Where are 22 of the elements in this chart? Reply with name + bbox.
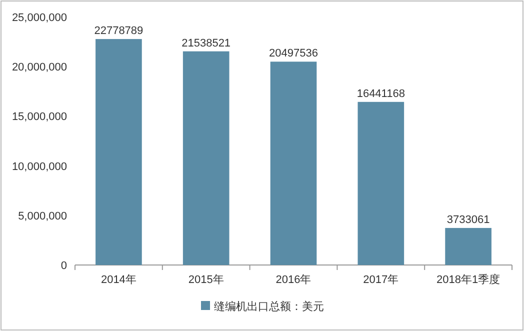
x-tick-label: 2014年 xyxy=(100,274,136,286)
y-tick-label: 25,000,000 xyxy=(12,12,67,24)
data-label: 20497536 xyxy=(269,48,318,60)
y-tick-label: 10,000,000 xyxy=(12,160,67,173)
y-tick-label: 20,000,000 xyxy=(12,62,67,74)
x-tick-label: 2015年 xyxy=(188,274,224,286)
x-tick-label: 2018年1季度 xyxy=(436,273,500,286)
data-label: 22778789 xyxy=(94,25,144,38)
bar xyxy=(270,62,317,265)
bar xyxy=(358,102,404,265)
y-tick-label: 0 xyxy=(60,260,67,272)
data-label: 21538521 xyxy=(182,37,231,50)
data-label: 16441168 xyxy=(356,88,405,100)
y-tick-label: 5,000,000 xyxy=(18,210,67,222)
data-label: 3733061 xyxy=(446,214,490,226)
legend-label: 缝编机出口总额：美元 xyxy=(214,300,324,313)
bar xyxy=(96,39,142,265)
bar xyxy=(182,51,230,265)
x-tick-label: 2017年 xyxy=(363,274,399,286)
y-tick-label: 15,000,000 xyxy=(12,111,67,124)
x-tick-label: 2016年 xyxy=(276,274,312,286)
bar xyxy=(445,228,492,265)
